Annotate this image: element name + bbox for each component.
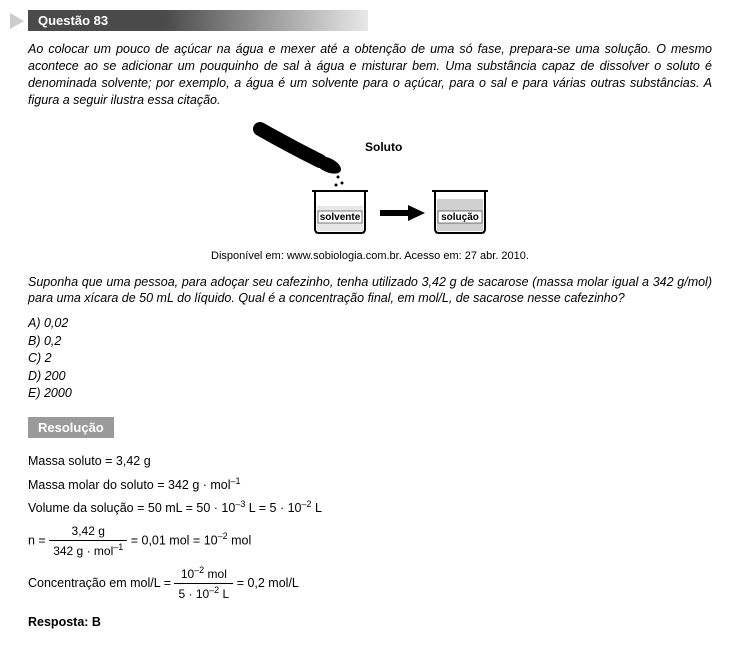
resolution-header: Resolução [28, 417, 114, 438]
source-text: Disponível em: www.sobiologia.com.br. Ac… [28, 250, 712, 262]
solucao-label: solução [441, 212, 479, 223]
sol-line1: Massa soluto = 3,42 g [28, 452, 712, 471]
option-c: C) 2 [28, 350, 712, 368]
soluto-label: Soluto [365, 140, 402, 154]
answer: Resposta: B [28, 615, 712, 629]
sol-line2: Massa molar do soluto = 342 g · mol–1 [28, 475, 712, 495]
sol-line3: Volume da solução = 50 mL = 50 · 10–3 L … [28, 498, 712, 518]
option-b: B) 0,2 [28, 333, 712, 351]
question-number-bar: Questão 83 [28, 10, 368, 31]
figure: Soluto solvente solução [28, 121, 712, 244]
option-e: E) 2000 [28, 385, 712, 403]
arrow-icon [10, 13, 24, 29]
sol-concentration: Concentração em mol/L = 10–2 mol 5 · 10–… [28, 564, 712, 603]
question-text: Suponha que uma pessoa, para adoçar seu … [28, 274, 712, 308]
intro-text: Ao colocar um pouco de açúcar na água e … [28, 41, 712, 109]
sol-n: n = 3,42 g 342 g · mol–1 = 0,01 mol = 10… [28, 522, 712, 560]
option-a: A) 0,02 [28, 315, 712, 333]
option-d: D) 200 [28, 368, 712, 386]
solute-solvent-diagram: Soluto solvente solução [230, 121, 510, 241]
options: A) 0,02 B) 0,2 C) 2 D) 200 E) 2000 [28, 315, 712, 403]
solution-block: Massa soluto = 3,42 g Massa molar do sol… [28, 452, 712, 604]
question-header: Questão 83 [10, 10, 712, 31]
solvente-label: solvente [320, 212, 361, 223]
